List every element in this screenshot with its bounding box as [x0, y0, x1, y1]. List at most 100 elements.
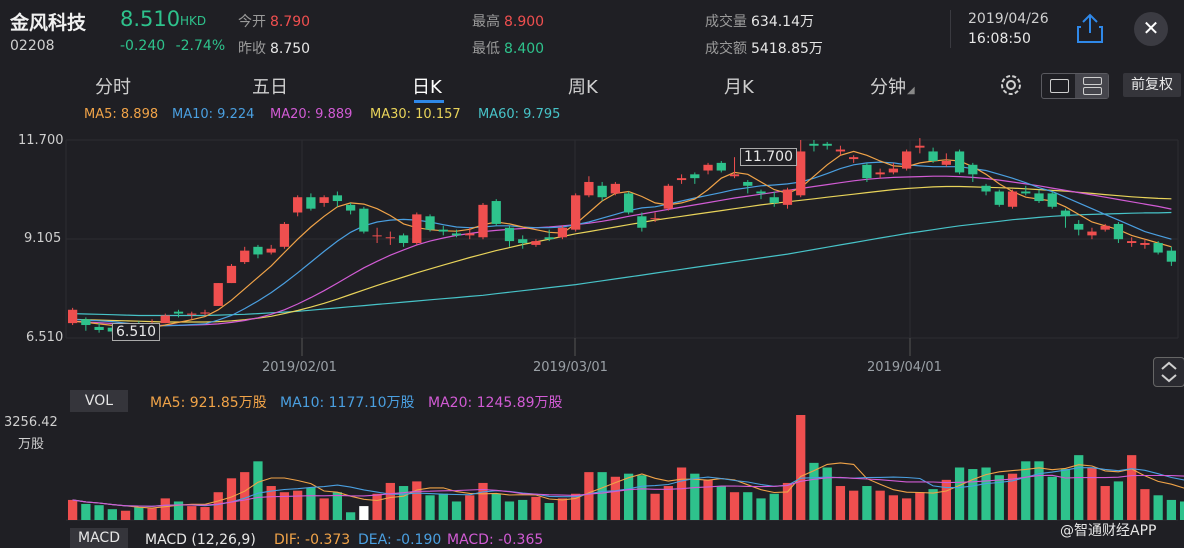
- header-divider: [950, 10, 951, 48]
- candle-body: [518, 239, 528, 244]
- ma30-line: [72, 185, 1172, 323]
- share-icon[interactable]: [1075, 12, 1105, 44]
- volume-bar: [862, 486, 872, 520]
- candle-body: [226, 265, 237, 284]
- volume-ma-lines: [72, 462, 1184, 509]
- high-stat: 最高 8.900: [472, 11, 544, 31]
- tab-weekly-k[interactable]: 周K: [568, 77, 598, 98]
- volume-bar: [637, 475, 647, 520]
- gear-icon[interactable]: [997, 72, 1025, 98]
- tab-daily-k[interactable]: 日K: [412, 77, 442, 98]
- volume-bar: [425, 495, 435, 520]
- volume-bar: [293, 490, 303, 520]
- tab-intraday[interactable]: 分时: [95, 77, 131, 98]
- y-tick-mid: 9.105: [24, 231, 62, 246]
- volume-bar: [1047, 476, 1057, 520]
- volume-bar: [531, 496, 541, 520]
- volume-bar: [1140, 489, 1150, 520]
- candle-body: [968, 164, 978, 175]
- candle-body: [769, 197, 779, 203]
- adjust-mode-button[interactable]: 前复权: [1123, 73, 1181, 97]
- candle-body: [928, 151, 938, 161]
- ma10-legend: MA10: 9.224: [172, 107, 255, 122]
- volume-indicator-button[interactable]: VOL: [70, 390, 128, 412]
- min-price-marker: 6.510: [112, 323, 161, 341]
- volume-bar: [597, 472, 607, 520]
- candle-body: [1127, 241, 1137, 244]
- volume-bar: [1179, 501, 1184, 520]
- candle-body: [782, 189, 793, 205]
- candle-body: [504, 227, 515, 242]
- volume-value: 634.14万: [751, 14, 814, 30]
- vol-ma20-line: [72, 474, 1184, 507]
- vol-ma20-legend: MA20: 1245.89万股: [428, 395, 563, 411]
- candle-body: [531, 241, 541, 245]
- candle-body: [438, 229, 448, 232]
- low-value: 8.400: [504, 41, 545, 57]
- volume-bar: [120, 510, 131, 520]
- tab-monthly-k[interactable]: 月K: [724, 77, 754, 98]
- volume-bar: [901, 498, 912, 520]
- ma5-legend: MA5: 8.898: [84, 107, 159, 122]
- candle-body: [160, 315, 170, 324]
- macd-indicator-button[interactable]: MACD: [70, 528, 128, 548]
- active-tab-indicator: [414, 100, 444, 103]
- tab-minute[interactable]: 分钟◢: [870, 73, 915, 99]
- candle-body: [862, 164, 872, 179]
- chevron-toggle-icon[interactable]: [1153, 357, 1184, 387]
- macd-value: MACD: -0.365: [447, 532, 544, 548]
- candle-body: [743, 181, 753, 186]
- split-layout-icon[interactable]: [1075, 74, 1108, 98]
- volume-bar: [954, 467, 965, 520]
- volume-bar: [465, 495, 475, 520]
- candle-body: [610, 183, 621, 194]
- candle-body: [1100, 225, 1110, 230]
- turnover-stat: 成交额 5418.85万: [705, 38, 823, 58]
- candle-body: [849, 157, 859, 160]
- volume-bar: [1021, 461, 1031, 520]
- ma5-line: [72, 150, 1172, 330]
- candle-body: [1034, 193, 1044, 202]
- candle-body: [875, 172, 885, 175]
- open-label: 今开: [238, 14, 266, 30]
- ma60-legend: MA60: 9.795: [478, 107, 561, 122]
- candle-body: [888, 168, 899, 173]
- volume-label: 成交量: [705, 14, 747, 30]
- volume-bar: [478, 482, 488, 520]
- volume-bar: [915, 492, 925, 520]
- volume-bar: [849, 490, 859, 520]
- volume-bar: [623, 473, 634, 520]
- candle-body: [650, 218, 660, 220]
- y-tick-low: 6.510: [26, 330, 64, 345]
- ma10-line: [72, 161, 1172, 327]
- volume-bar: [173, 501, 184, 520]
- layout-toggle[interactable]: [1041, 73, 1109, 99]
- volume-unit-label: 万股: [18, 437, 45, 452]
- volume-bars: [67, 415, 1184, 520]
- volume-bar: [1074, 455, 1084, 520]
- volume-bar: [941, 479, 951, 520]
- candle-body: [623, 193, 634, 213]
- close-button[interactable]: ✕: [1134, 12, 1168, 46]
- tab-five-day[interactable]: 五日: [252, 77, 288, 98]
- volume-bar: [1060, 469, 1071, 520]
- open-value: 8.790: [270, 14, 311, 30]
- candle-body: [663, 185, 673, 209]
- candle-body: [94, 326, 104, 330]
- volume-bar: [1166, 499, 1177, 520]
- x-tick-mar: 2019/03/01: [533, 360, 608, 375]
- volume-bar: [240, 472, 250, 520]
- dropdown-triangle-icon: ◢: [907, 85, 915, 96]
- prev-close-value: 8.750: [270, 41, 311, 57]
- volume-bar: [571, 493, 581, 520]
- candle-body: [597, 185, 607, 198]
- candle-body: [901, 151, 912, 169]
- volume-bar: [147, 508, 157, 520]
- candle-body: [385, 237, 395, 239]
- close-icon: ✕: [1142, 16, 1160, 40]
- volume-bar: [187, 506, 197, 520]
- candle-body: [835, 149, 846, 152]
- volume-bar: [544, 503, 554, 520]
- single-layout-icon[interactable]: [1042, 74, 1075, 98]
